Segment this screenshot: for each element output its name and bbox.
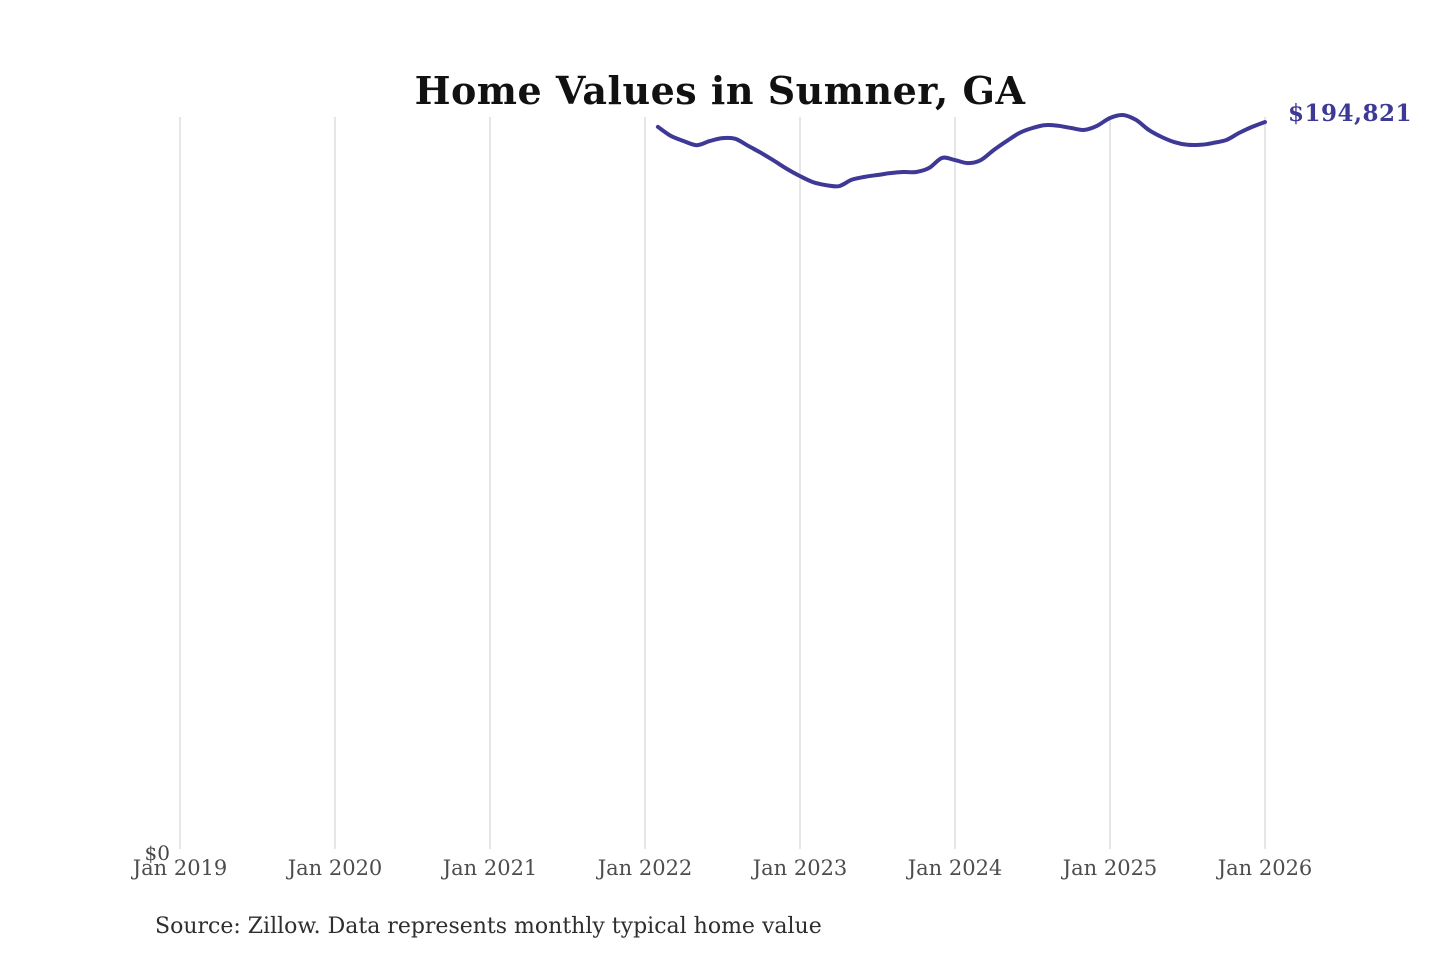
x-axis-label: Jan 2021 — [442, 856, 538, 880]
source-attribution: Source: Zillow. Data represents monthly … — [155, 914, 822, 939]
vertical-gridlines — [179, 117, 1266, 849]
x-axis-label: Jan 2024 — [907, 856, 1003, 880]
x-axis-label: Jan 2019 — [132, 856, 228, 880]
y-axis-zero-label: $0 — [144, 841, 170, 865]
x-axis-label: Jan 2023 — [752, 856, 848, 880]
x-axis-label: Jan 2022 — [597, 856, 693, 880]
home-value-line — [655, 112, 1267, 189]
x-axis-label: Jan 2020 — [287, 856, 383, 880]
chart-title: Home Values in Sumner, GA — [414, 68, 1026, 114]
x-axis-label: Jan 2025 — [1062, 856, 1158, 880]
x-axis-label: Jan 2026 — [1217, 856, 1313, 880]
latest-value-label: $194,821 — [1288, 100, 1413, 127]
